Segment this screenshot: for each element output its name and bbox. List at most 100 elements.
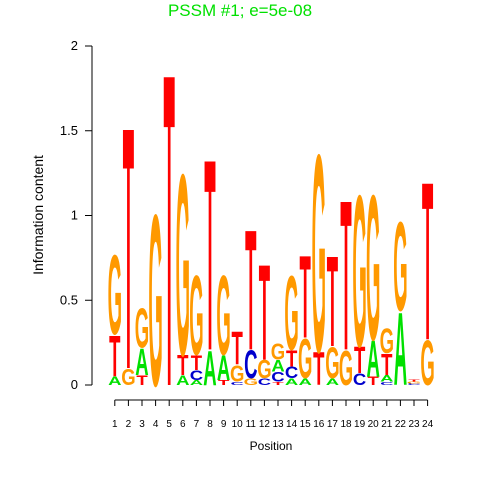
logo-letter-T: T <box>272 381 284 386</box>
logo-letter-G: G <box>312 97 326 412</box>
logo-letter-G: G <box>271 340 285 366</box>
x-tick-label: 12 <box>259 419 271 430</box>
logo-letter-G: G <box>339 340 353 396</box>
logo-column: TAG <box>366 153 380 388</box>
x-tick-label: 24 <box>422 419 434 430</box>
logo-column: TAG <box>216 254 230 387</box>
x-tick-label: 5 <box>166 419 172 430</box>
logo-letter-T: T <box>204 104 215 409</box>
x-tick-label: 21 <box>381 419 393 430</box>
logo-letter-T: T <box>177 350 189 382</box>
x-tick-label: 13 <box>272 419 284 430</box>
logo-letter-G: G <box>148 164 162 438</box>
logo-column: ATG <box>108 234 122 390</box>
y-axis-label: Information content <box>30 155 46 275</box>
y-tick-label: 0.5 <box>60 292 78 307</box>
y-tick-label: 1.5 <box>60 123 78 138</box>
logo-letter-G: G <box>352 150 366 392</box>
x-tick-label: 9 <box>221 419 227 430</box>
logo-letter-G: G <box>284 255 298 373</box>
logo-column: TG <box>312 97 326 412</box>
y-tick-label: 1 <box>71 208 78 223</box>
logo-column: G <box>148 164 162 438</box>
logo-letter-T: T <box>300 231 311 362</box>
logo-letter-T: T <box>232 323 243 376</box>
x-tick-label: 19 <box>354 419 366 430</box>
x-tick-label: 15 <box>300 419 312 430</box>
logo-letter-G: G <box>189 254 203 380</box>
x-tick-label: 8 <box>207 419 213 430</box>
logo-column: AGT <box>298 231 312 390</box>
logo-letter-G: G <box>257 355 271 384</box>
logo-column: GT <box>420 135 434 399</box>
x-tick-label: 14 <box>286 419 298 430</box>
logo-letter-T: T <box>191 352 202 375</box>
x-tick-label: 3 <box>139 419 145 430</box>
logo-letter-G: G <box>407 381 421 384</box>
logo-letter-G: G <box>393 197 407 338</box>
logo-letter-C: C <box>244 342 257 387</box>
logo-letter-A: A <box>135 342 148 384</box>
logo-letter-T: T <box>109 325 120 390</box>
logo-letter-C: C <box>380 381 394 386</box>
x-tick-label: 22 <box>395 419 407 430</box>
logo-letter-G: G <box>216 254 230 380</box>
x-tick-label: 10 <box>232 419 244 430</box>
logo-column: CGT <box>230 323 244 388</box>
logo-letter-G: G <box>325 339 339 389</box>
x-tick-label: 2 <box>126 419 132 430</box>
logo-column: CGT <box>407 379 422 385</box>
logo-letter-T: T <box>123 55 134 442</box>
logo-letter-A: A <box>190 378 203 386</box>
logo-letter-C: C <box>271 370 284 385</box>
logo-letter-T: T <box>259 236 270 389</box>
logo-letter-T: T <box>408 379 419 382</box>
logo-letter-T: T <box>368 375 380 388</box>
logo-column: AT <box>203 104 216 409</box>
logo-letter-T: T <box>340 156 351 396</box>
logo-letter-T: T <box>327 228 338 374</box>
logo-letter-T: T <box>218 378 230 386</box>
logo-letter-A: A <box>203 340 216 396</box>
x-tick-label: 6 <box>180 419 186 430</box>
logo-letter-A: A <box>326 377 340 387</box>
logo-letter-T: T <box>422 135 433 387</box>
logo-letter-A: A <box>299 377 313 387</box>
logo-letter-T: T <box>136 373 147 388</box>
logo-letter-T: T <box>245 193 256 386</box>
x-tick-label: 7 <box>194 419 200 430</box>
y-tick-label: 2 <box>71 38 78 53</box>
logo-column: AG <box>393 197 407 407</box>
logo-letter-C: C <box>285 363 299 382</box>
logo-letter-T: T <box>354 340 365 382</box>
logo-letter-A: A <box>217 347 230 387</box>
logo-letter-G: G <box>420 328 434 399</box>
logo-letter-G: G <box>230 362 244 388</box>
y-axis: 0 0.5 1 1.5 2 <box>60 38 93 392</box>
logo-letter-T: T <box>164 0 175 480</box>
logo-column: T <box>164 0 175 480</box>
logo-letter-A: A <box>108 375 121 388</box>
x-tick-label: 18 <box>340 419 352 430</box>
x-tick-label: 1 <box>112 419 118 430</box>
logo-letter-G: G <box>366 153 380 384</box>
logo-column: GCT <box>244 193 258 387</box>
logo-letter-G: G <box>298 327 312 390</box>
x-tick-label: 17 <box>327 419 339 430</box>
logo-letter-A: A <box>367 331 380 388</box>
logo-letter-C: C <box>258 377 272 387</box>
logo-letter-A: A <box>394 292 407 408</box>
logo-letter-G: G <box>244 377 258 387</box>
logo-letter-G: G <box>121 365 135 391</box>
logo-letter-G: G <box>108 234 122 360</box>
logo-column: CGT <box>257 236 271 389</box>
x-axis: 1 2 3 4 5 6 7 8 9 10 11 12 13 14 15 16 17 18 19 20 21 22 23 24 <box>112 399 434 430</box>
logo-column: GT <box>121 55 135 442</box>
x-tick-label: 23 <box>408 419 420 430</box>
logo-letter-C: C <box>190 368 203 383</box>
logo-letter-T: T <box>381 348 393 382</box>
logo-letter-T: T <box>313 343 324 396</box>
logo-letter-C: C <box>231 381 245 386</box>
